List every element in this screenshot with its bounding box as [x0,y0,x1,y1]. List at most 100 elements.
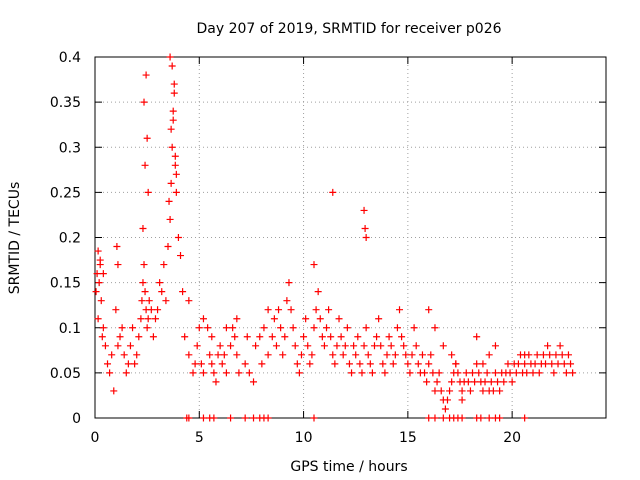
x-tick-label: 10 [295,430,313,446]
data-point [348,369,356,377]
data-point [250,414,258,422]
data-point [331,360,339,368]
data-point [544,342,552,350]
data-point [370,342,378,350]
data-point [306,360,314,368]
data-point [166,215,174,223]
x-tick-label: 5 [195,430,204,446]
data-point [364,351,372,359]
data-point [473,333,481,341]
y-tick-label: 0 [72,411,81,427]
data-point [496,414,504,422]
data-point [352,351,360,359]
data-point [389,360,397,368]
data-point [99,270,107,278]
data-point [398,333,406,341]
data-point [506,369,514,377]
data-point [385,333,393,341]
data-point [567,360,575,368]
data-point [143,134,151,142]
data-point [97,297,105,305]
data-point [93,270,101,278]
data-point [400,342,408,350]
data-point [308,351,316,359]
data-point [569,369,577,377]
data-point [381,369,389,377]
data-point [373,333,381,341]
data-point [469,369,477,377]
data-point [312,306,320,314]
data-point [487,378,495,386]
y-tick-label: 0.25 [50,185,81,201]
data-point [377,342,385,350]
data-point [361,224,369,232]
data-point [287,306,295,314]
data-point [443,396,451,404]
data-point [277,324,285,332]
data-point [320,342,328,350]
data-point [412,342,420,350]
data-point [491,342,499,350]
data-point [185,351,193,359]
data-point [141,161,149,169]
data-point [250,378,258,386]
data-point [318,333,326,341]
data-point [268,333,276,341]
data-point [154,306,162,314]
y-tick-label: 0.2 [59,231,81,247]
data-point [151,315,159,323]
data-point [231,333,239,341]
data-point [208,333,216,341]
data-point [483,369,491,377]
y-tick-label: 0.05 [50,366,81,382]
data-point [477,414,485,422]
data-point [167,125,175,133]
data-point [181,333,189,341]
data-point [227,414,235,422]
data-point [452,360,460,368]
data-point [366,360,374,368]
data-point [550,369,558,377]
axis-ticks: 0 0.05 0.1 0.15 0.2 0.25 0.3 0.35 0.4 0 5 10 15 20 [50,50,606,446]
data-point [122,369,130,377]
data-point [94,247,102,255]
data-points [92,53,577,422]
data-point [169,116,177,124]
data-point [439,342,447,350]
data-point [458,387,466,395]
data-point [446,387,454,395]
data-point [118,324,126,332]
data-point [291,342,299,350]
data-point [227,342,235,350]
data-point [140,261,148,269]
data-point [295,369,303,377]
data-point [406,369,414,377]
data-point [264,351,272,359]
data-point [95,279,103,287]
data-point [462,369,470,377]
data-point [241,414,249,422]
data-point [427,351,435,359]
data-point [521,351,529,359]
data-point [212,378,220,386]
data-point [275,306,283,314]
data-point [120,351,128,359]
data-point [504,360,512,368]
y-tick-label: 0.3 [59,140,81,156]
data-point [539,351,547,359]
data-point [310,414,318,422]
data-point [126,342,134,350]
data-point [418,351,426,359]
data-point [329,351,337,359]
data-point [140,98,148,106]
data-point [425,306,433,314]
chart-title: Day 207 of 2019, SRMTID for receiver p02… [196,21,501,37]
data-point [354,333,362,341]
x-tick-label: 15 [399,430,417,446]
data-point [535,369,543,377]
data-point [429,369,437,377]
data-point [256,333,264,341]
data-point [458,396,466,404]
data-point [264,306,272,314]
data-point [512,369,520,377]
